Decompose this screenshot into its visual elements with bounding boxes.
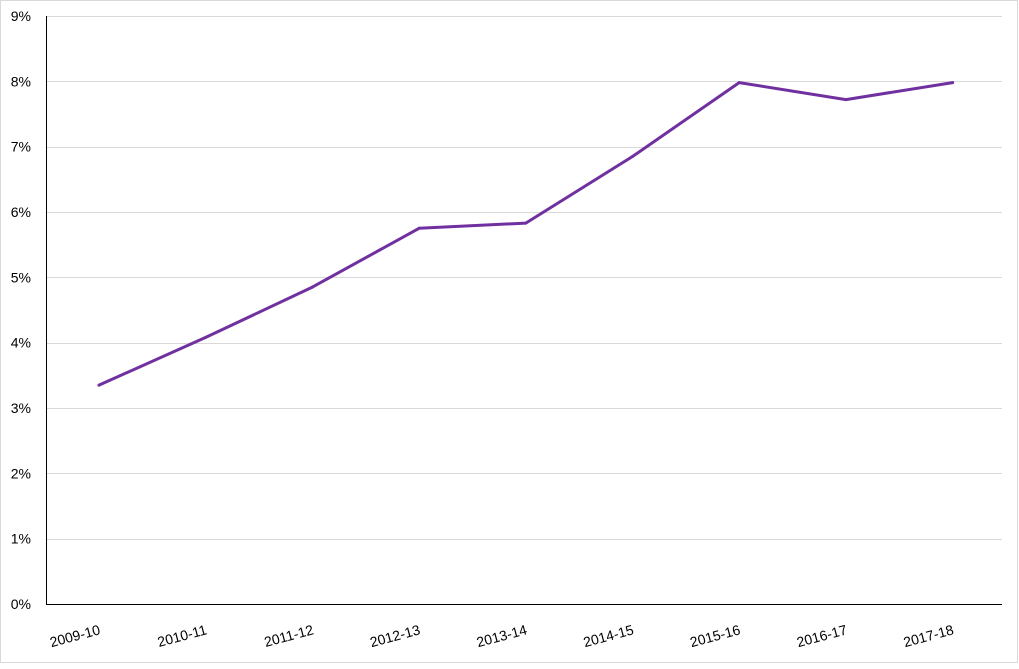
x-tick-label: 2014-15 — [581, 621, 635, 650]
series-line — [97, 81, 955, 387]
gridlines — [46, 16, 1002, 540]
series — [97, 81, 955, 387]
x-tick-label: 2015-16 — [688, 621, 742, 650]
data-point — [204, 335, 208, 339]
x-tick-label: 2009-10 — [48, 621, 102, 650]
x-tick-label: 2011-12 — [262, 621, 315, 650]
x-tick-label: 2012-13 — [368, 621, 422, 650]
y-tick-label: 0% — [11, 596, 31, 612]
x-axis-tick-labels: 2009-10 2010-11 2011-12 2012-13 2013-14 2014-… — [48, 621, 956, 650]
axes — [46, 16, 1002, 605]
data-point — [97, 383, 101, 387]
data-point — [310, 285, 314, 289]
data-point — [951, 81, 955, 85]
data-point — [524, 221, 528, 225]
y-tick-label: 1% — [11, 531, 31, 547]
data-point — [631, 155, 634, 158]
data-point — [844, 98, 848, 102]
y-tick-label: 4% — [11, 335, 31, 351]
y-tick-label: 3% — [11, 400, 31, 416]
data-point — [417, 226, 421, 230]
y-tick-label: 7% — [11, 139, 31, 155]
y-tick-label: 9% — [11, 8, 31, 24]
x-tick-label: 2016-17 — [795, 621, 849, 650]
y-tick-label: 5% — [11, 269, 31, 285]
y-tick-label: 8% — [11, 73, 31, 89]
x-tick-label: 2013-14 — [475, 621, 529, 650]
y-axis-tick-labels: 0% 1% 2% 3% 4% 5% 6% 7% 8% 9% — [11, 8, 31, 612]
data-point — [737, 81, 741, 85]
y-tick-label: 2% — [11, 465, 31, 481]
x-tick-label: 2010-11 — [156, 621, 209, 650]
x-tick-label: 2017-18 — [902, 621, 956, 650]
y-tick-label: 6% — [11, 204, 31, 220]
